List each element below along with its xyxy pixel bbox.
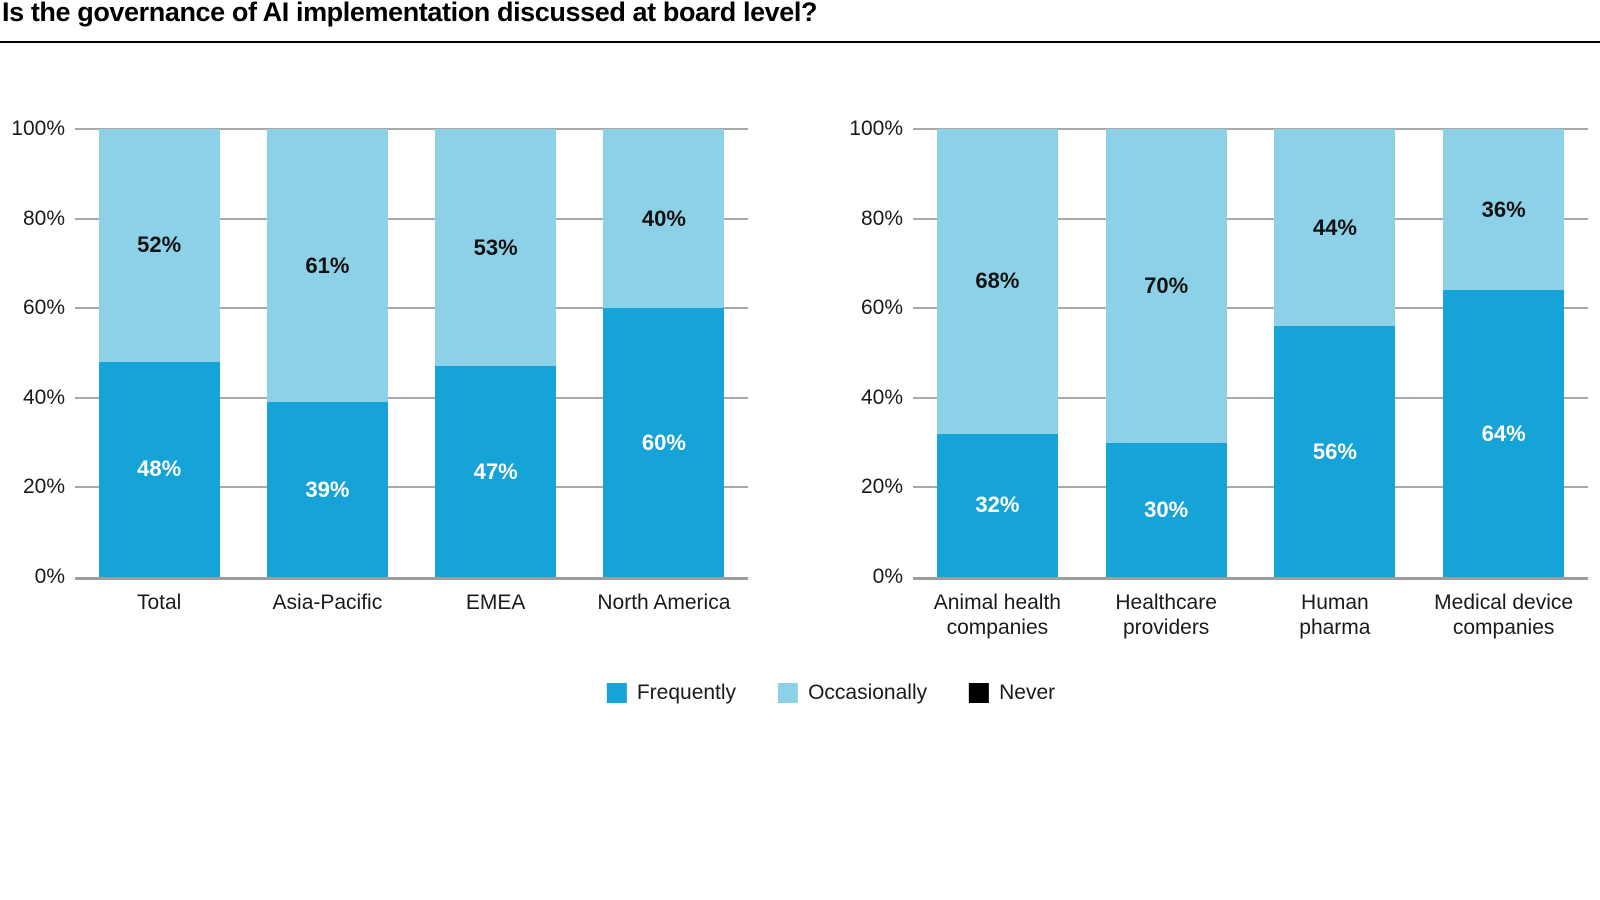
y-tick-label-0pct: 0% <box>34 565 65 588</box>
x-axis-line <box>913 577 1588 580</box>
category-label-line: Animal health <box>933 591 1061 614</box>
category-label-north-america: North America <box>597 590 730 615</box>
value-label-frequently-emea: 47% <box>473 458 518 484</box>
value-label-frequently-medical-device-companies: 64% <box>1481 420 1526 446</box>
category-label-emea: EMEA <box>466 590 526 615</box>
category-label-line: Human <box>1301 591 1369 614</box>
segment-frequently-asia-pacific: 39% <box>266 402 388 577</box>
gridline-60pct <box>75 307 748 310</box>
y-tick-label-60pct: 60% <box>22 296 65 320</box>
legend-label-frequently: Frequently <box>636 681 737 704</box>
y-tick-label-60pct: 60% <box>860 296 903 320</box>
gridline-80pct <box>913 217 1588 220</box>
gridline-20pct <box>75 486 748 489</box>
value-label-frequently-total: 48% <box>137 456 182 482</box>
segment-frequently-animal-health-companies: 32% <box>936 433 1058 577</box>
bar-human-pharma: 56% 44% <box>1274 129 1396 577</box>
value-label-occasionally-emea: 53% <box>473 234 518 260</box>
bar-medical-device-companies: 64% 36% <box>1443 129 1565 577</box>
value-label-occasionally-human-pharma: 44% <box>1312 214 1357 240</box>
value-label-occasionally-total: 52% <box>137 232 182 258</box>
gridline-40pct <box>913 396 1588 399</box>
segment-occasionally-emea: 53% <box>435 129 557 367</box>
legend-item-occasionally: Occasionally <box>778 681 927 705</box>
bar-animal-health-companies: 32% 68% <box>936 129 1058 577</box>
legend-label-occasionally: Occasionally <box>808 681 928 704</box>
segment-occasionally-asia-pacific: 61% <box>266 129 388 403</box>
y-tick-label-100pct: 100% <box>849 117 903 140</box>
gridline-100pct <box>75 128 748 130</box>
value-label-occasionally-medical-device-companies: 36% <box>1481 196 1526 222</box>
gridline-100pct <box>913 128 1588 130</box>
segment-frequently-total: 48% <box>98 361 220 577</box>
y-tick-label-100pct: 100% <box>11 117 65 140</box>
y-tick-label-20pct: 20% <box>860 475 903 499</box>
y-tick-label-20pct: 20% <box>22 475 65 499</box>
value-label-occasionally-animal-health-companies: 68% <box>975 268 1020 294</box>
category-label-line: North America <box>597 591 731 614</box>
bar-asia-pacific: 39% 61% <box>266 129 388 577</box>
y-tick-label-40pct: 40% <box>22 385 65 409</box>
value-label-occasionally-healthcare-providers: 70% <box>1144 272 1189 298</box>
category-label-line: companies <box>1452 616 1555 639</box>
chart-legend: Frequently Occasionally Never <box>606 681 1055 705</box>
value-label-frequently-human-pharma: 56% <box>1312 438 1357 464</box>
category-label-line: Medical device <box>1434 591 1574 614</box>
gridline-40pct <box>75 396 748 399</box>
legend-swatch-occasionally <box>778 683 799 703</box>
legend-item-never: Never <box>969 681 1055 705</box>
segment-frequently-human-pharma: 56% <box>1274 326 1396 577</box>
category-label-animal-health-companies: Animal health companies <box>934 590 1061 640</box>
category-label-healthcare-providers: Healthcare providers <box>1115 590 1217 640</box>
segment-occasionally-healthcare-providers: 70% <box>1105 129 1227 443</box>
y-tick-label-40pct: 40% <box>860 385 903 409</box>
x-axis-line <box>75 577 748 580</box>
legend-swatch-never <box>969 683 990 703</box>
segment-occasionally-total: 52% <box>98 129 220 362</box>
bar-north-america: 60% 40% <box>603 129 725 577</box>
value-label-frequently-north-america: 60% <box>641 429 686 455</box>
category-label-line: companies <box>946 616 1049 639</box>
legend-swatch-frequently <box>606 683 627 703</box>
bar-emea: 47% 53% <box>435 129 557 577</box>
segment-frequently-emea: 47% <box>435 366 557 577</box>
legend-item-frequently: Frequently <box>606 681 737 705</box>
segment-frequently-medical-device-companies: 64% <box>1443 290 1565 577</box>
segment-occasionally-animal-health-companies: 68% <box>936 129 1058 434</box>
category-label-human-pharma: Human pharma <box>1299 590 1370 640</box>
segment-frequently-north-america: 60% <box>603 308 725 577</box>
category-label-line: Asia-Pacific <box>272 591 383 614</box>
segment-occasionally-medical-device-companies: 36% <box>1443 129 1565 291</box>
segment-occasionally-human-pharma: 44% <box>1274 129 1396 327</box>
page-title: Is the governance of AI implementation d… <box>2 0 818 27</box>
y-tick-label-80pct: 80% <box>860 206 903 230</box>
category-label-line: pharma <box>1299 616 1371 639</box>
gridline-20pct <box>913 486 1588 489</box>
segment-frequently-healthcare-providers: 30% <box>1105 442 1227 577</box>
value-label-frequently-asia-pacific: 39% <box>305 476 350 502</box>
value-label-frequently-animal-health-companies: 32% <box>975 492 1020 518</box>
value-label-occasionally-north-america: 40% <box>641 205 686 231</box>
segment-occasionally-north-america: 40% <box>603 129 725 309</box>
gridline-80pct <box>75 217 748 220</box>
category-label-asia-pacific: Asia-Pacific <box>273 590 383 615</box>
category-label-total: Total <box>137 590 181 615</box>
right-chart-panel: 0% 20% 40% 60% 80% 100% 32% 68% Animal health com… <box>849 117 1588 639</box>
gridline-60pct <box>913 307 1588 310</box>
category-label-line: EMEA <box>465 591 526 614</box>
category-label-line: Total <box>136 591 182 614</box>
left-chart-panel: 0% 20% 40% 60% 80% 100% 48% 52% Total 39% 61% Asia-… <box>11 117 748 614</box>
category-label-line: Healthcare <box>1115 591 1217 614</box>
bar-total: 48% 52% <box>98 129 220 577</box>
category-label-medical-device-companies: Medical device companies <box>1434 590 1573 640</box>
y-tick-label-80pct: 80% <box>22 206 65 230</box>
title-divider <box>0 41 1600 43</box>
value-label-occasionally-asia-pacific: 61% <box>305 252 350 278</box>
y-tick-label-0pct: 0% <box>872 565 903 588</box>
bar-healthcare-providers: 30% 70% <box>1105 129 1227 577</box>
value-label-frequently-healthcare-providers: 30% <box>1144 496 1189 522</box>
legend-label-never: Never <box>999 681 1056 704</box>
category-label-line: providers <box>1122 616 1210 639</box>
